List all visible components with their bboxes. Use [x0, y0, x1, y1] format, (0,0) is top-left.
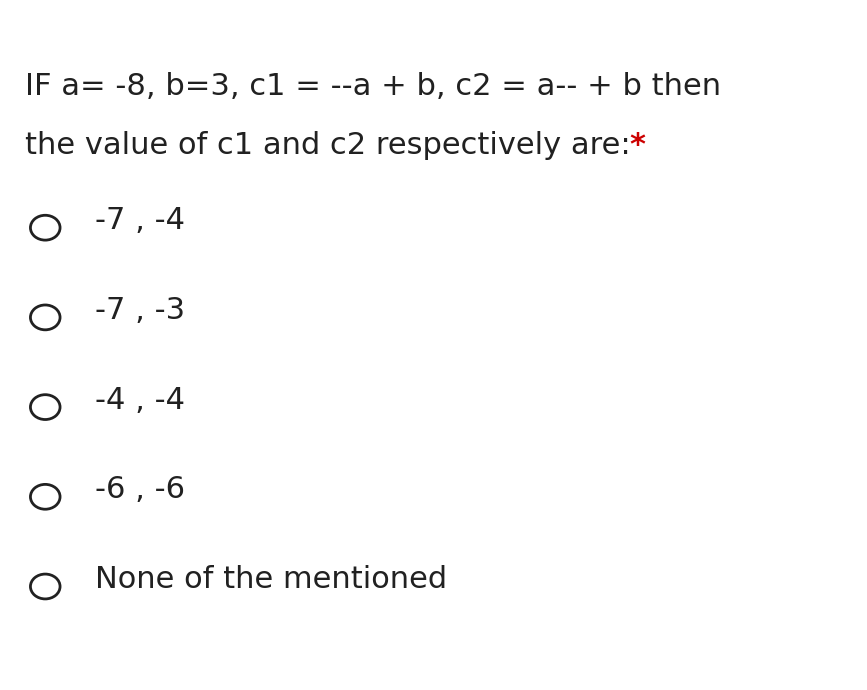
- Text: None of the mentioned: None of the mentioned: [95, 565, 447, 594]
- Text: -4 , -4: -4 , -4: [95, 386, 185, 415]
- Text: -7 , -3: -7 , -3: [95, 296, 185, 325]
- Text: IF a= -8, b=3, c1 = --a + b, c2 = a-- + b then: IF a= -8, b=3, c1 = --a + b, c2 = a-- + …: [24, 72, 720, 101]
- Text: the value of c1 and c2 respectively are:: the value of c1 and c2 respectively are:: [24, 131, 640, 160]
- Text: *: *: [629, 131, 645, 160]
- Text: -7 , -4: -7 , -4: [95, 206, 185, 235]
- Text: -6 , -6: -6 , -6: [95, 475, 185, 504]
